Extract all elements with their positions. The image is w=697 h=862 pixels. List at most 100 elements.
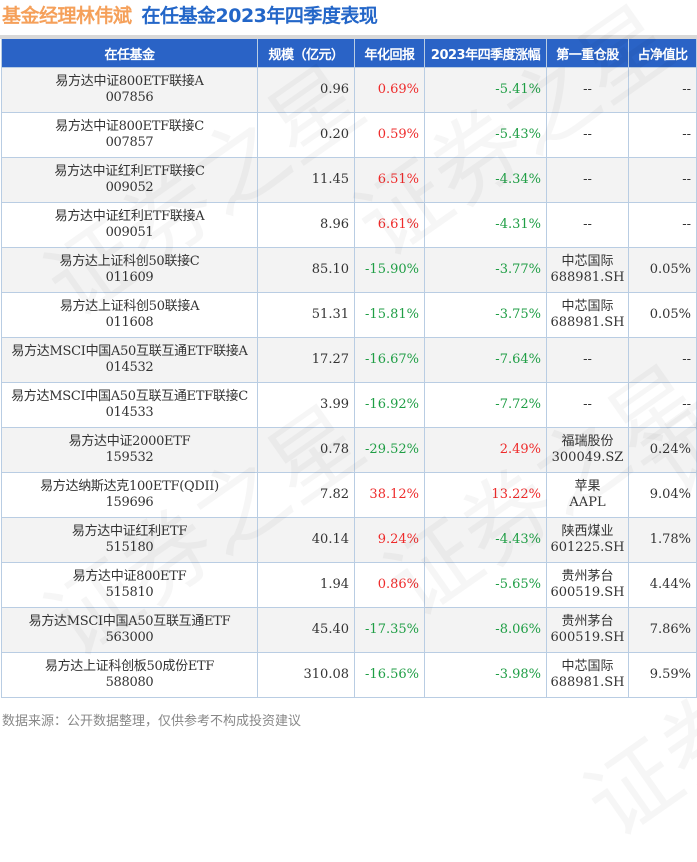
fund-cell: 易方达MSCI中国A50互联互通ETF联接C 014533: [1, 382, 258, 428]
page-title: 基金经理林伟斌 在任基金2023年四季度表现: [2, 3, 378, 29]
holding-ratio: 7.86%: [628, 607, 697, 653]
q4-change: -4.43%: [424, 517, 547, 563]
top-holding-cell: 贵州茅台 600519.SH: [546, 607, 629, 653]
q4-change: -3.77%: [424, 247, 547, 293]
fund-cell: 易方达上证科创50联接A 011608: [1, 292, 258, 338]
fund-size: 40.14: [257, 517, 355, 563]
fund-size: 17.27: [257, 337, 355, 383]
table-row: 易方达中证红利ETF 515180 40.14 9.24% -4.43% 陕西煤业 6012…: [1, 517, 697, 563]
table-row: 易方达中证800ETF 515810 1.94 0.86% -5.65% 贵州茅台 6005…: [1, 562, 697, 608]
q4-change: 2.49%: [424, 427, 547, 473]
top-holding-cell: 中芯国际 688981.SH: [546, 292, 629, 338]
data-source-note: 数据来源：公开数据整理，仅供参考不构成投资建议: [2, 714, 302, 729]
fund-cell: 易方达中证800ETF联接A 007856: [1, 67, 258, 113]
holding-ratio: 4.44%: [628, 562, 697, 608]
top-holding-code: 600519.SH: [550, 630, 625, 645]
holding-ratio: --: [628, 67, 697, 113]
fund-name: 易方达MSCI中国A50互联互通ETF: [28, 614, 231, 629]
fund-name: 易方达中证800ETF联接C: [55, 119, 204, 134]
fund-cell: 易方达中证800ETF联接C 007857: [1, 112, 258, 158]
top-holding-code: 688981.SH: [550, 675, 625, 690]
holding-ratio: --: [628, 112, 697, 158]
fund-name: 易方达中证红利ETF联接C: [54, 164, 205, 179]
fund-code: 007856: [105, 90, 154, 105]
q4-change: -7.72%: [424, 382, 547, 428]
q4-change: -8.06%: [424, 607, 547, 653]
table-row: 易方达中证红利ETF联接A 009051 8.96 6.61% -4.31% -- --: [1, 202, 697, 248]
holding-ratio: 9.04%: [628, 472, 697, 518]
holding-ratio: 0.05%: [628, 292, 697, 338]
table-row: 易方达纳斯达克100ETF(QDII) 159696 7.82 38.12% 13.22…: [1, 472, 697, 518]
fund-name: 易方达纳斯达克100ETF(QDII): [40, 479, 219, 494]
annual-return: -15.81%: [354, 292, 425, 338]
top-holding-name: 陕西煤业: [561, 524, 614, 539]
holding-ratio: --: [628, 382, 697, 428]
top-holding-cell: --: [546, 202, 629, 248]
header-size: 规模（亿元）: [257, 39, 355, 68]
fund-code: 009051: [105, 225, 154, 240]
table-header-row: 在任基金 规模（亿元） 年化回报 2023年四季度涨幅 第一重仓股 占净值比: [1, 39, 697, 68]
fund-code: 011608: [105, 315, 154, 330]
fund-cell: 易方达中证红利ETF 515180: [1, 517, 258, 563]
table-row: 易方达中证红利ETF联接C 009052 11.45 6.51% -4.34% -- --: [1, 157, 697, 203]
annual-return: 6.61%: [354, 202, 425, 248]
fund-size: 8.96: [257, 202, 355, 248]
top-holding-cell: --: [546, 67, 629, 113]
fund-name: 易方达上证科创板50成份ETF: [44, 659, 215, 674]
fund-size: 7.82: [257, 472, 355, 518]
table-row: 易方达上证科创50联接C 011609 85.10 -15.90% -3.77% 中芯国际…: [1, 247, 697, 293]
table-row: 易方达MSCI中国A50互联互通ETF联接A 014532 17.27 -16.67%…: [1, 337, 697, 383]
top-holding-cell: 贵州茅台 600519.SH: [546, 562, 629, 608]
fund-size: 51.31: [257, 292, 355, 338]
fund-code: 007857: [105, 135, 154, 150]
fund-cell: 易方达中证红利ETF联接A 009051: [1, 202, 258, 248]
top-holding-name: --: [583, 352, 592, 367]
manager-title: 基金经理林伟斌: [2, 5, 132, 27]
fund-code: 011609: [105, 270, 154, 285]
table-row: 易方达中证2000ETF 159532 0.78 -29.52% 2.49% 福瑞股份 30…: [1, 427, 697, 473]
fund-code: 014532: [105, 360, 154, 375]
fund-cell: 易方达纳斯达克100ETF(QDII) 159696: [1, 472, 258, 518]
top-holding-name: 中芯国际: [561, 254, 614, 269]
holding-ratio: 0.24%: [628, 427, 697, 473]
fund-name: 易方达上证科创50联接C: [59, 254, 200, 269]
header-divider: [0, 35, 697, 39]
q4-change: 13.22%: [424, 472, 547, 518]
table-row: 易方达MSCI中国A50互联互通ETF 563000 45.40 -17.35% -8.…: [1, 607, 697, 653]
fund-code: 515810: [105, 585, 154, 600]
top-holding-name: 贵州茅台: [561, 614, 614, 629]
annual-return: -17.35%: [354, 607, 425, 653]
fund-name: 易方达中证2000ETF: [68, 434, 191, 449]
top-holding-cell: 陕西煤业 601225.SH: [546, 517, 629, 563]
q4-change: -5.43%: [424, 112, 547, 158]
top-holding-code: 688981.SH: [550, 270, 625, 285]
fund-table: 在任基金 规模（亿元） 年化回报 2023年四季度涨幅 第一重仓股 占净值比 易…: [1, 39, 697, 698]
header-ratio: 占净值比: [628, 39, 697, 68]
fund-name: 易方达MSCI中国A50互联互通ETF联接C: [11, 389, 248, 404]
fund-code: 159532: [105, 450, 154, 465]
fund-name: 易方达上证科创50联接A: [59, 299, 200, 314]
fund-cell: 易方达中证800ETF 515810: [1, 562, 258, 608]
fund-size: 0.20: [257, 112, 355, 158]
top-holding-cell: --: [546, 382, 629, 428]
top-holding-name: --: [583, 217, 592, 232]
top-holding-cell: 中芯国际 688981.SH: [546, 652, 629, 698]
fund-size: 3.99: [257, 382, 355, 428]
fund-name: 易方达中证800ETF联接A: [55, 74, 204, 89]
holding-ratio: 0.05%: [628, 247, 697, 293]
holding-ratio: --: [628, 202, 697, 248]
top-holding-cell: 中芯国际 688981.SH: [546, 247, 629, 293]
annual-return: -29.52%: [354, 427, 425, 473]
annual-return: 6.51%: [354, 157, 425, 203]
subtitle: 在任基金2023年四季度表现: [141, 5, 378, 27]
top-holding-name: 贵州茅台: [561, 569, 614, 584]
fund-code: 563000: [105, 630, 154, 645]
fund-name: 易方达中证红利ETF: [71, 524, 188, 539]
fund-code: 588080: [105, 675, 154, 690]
holding-ratio: --: [628, 337, 697, 383]
top-holding-cell: --: [546, 157, 629, 203]
holding-ratio: --: [628, 157, 697, 203]
fund-size: 85.10: [257, 247, 355, 293]
top-holding-code: 300049.SZ: [551, 450, 624, 465]
table-row: 易方达中证800ETF联接C 007857 0.20 0.59% -5.43% -- --: [1, 112, 697, 158]
